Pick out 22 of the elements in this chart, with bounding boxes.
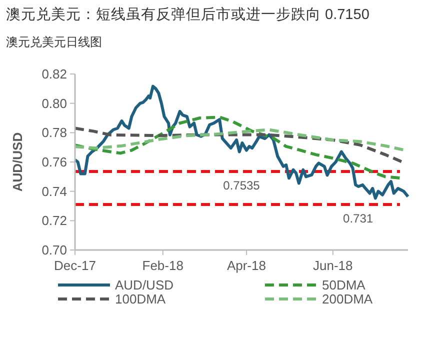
x-tick-label: Feb-18 bbox=[142, 258, 184, 273]
y-tick-label: 0.76 bbox=[42, 154, 67, 170]
legend-label: 100DMA bbox=[115, 292, 166, 307]
y-axis-title: AUD/USD bbox=[10, 132, 25, 192]
ref-line-label: 0.7535 bbox=[223, 178, 260, 193]
y-tick-label: 0.80 bbox=[42, 96, 67, 111]
legend-label: 50DMA bbox=[322, 278, 366, 293]
chart-subtitle: 澳元兑美元日线图 bbox=[6, 35, 102, 49]
line-series bbox=[74, 116, 402, 180]
legend-label: AUD/USD bbox=[115, 278, 174, 293]
ref-line-label: 0.731 bbox=[343, 212, 374, 226]
y-tick-label: 0.74 bbox=[42, 184, 67, 199]
chart-title: 澳元兑美元：短线虽有反弹但后市或进一步跌向 0.7150 bbox=[6, 6, 370, 23]
y-tick-label: 0.82 bbox=[42, 66, 67, 82]
x-tick-label: Jun-18 bbox=[313, 258, 353, 273]
line-series bbox=[74, 84, 410, 200]
x-tick-label: Dec-17 bbox=[54, 258, 96, 273]
y-tick-label: 0.72 bbox=[42, 213, 67, 228]
y-tick-label: 0.78 bbox=[42, 125, 67, 140]
legend-label: 200DMA bbox=[322, 292, 373, 307]
y-tick-label: 0.70 bbox=[42, 242, 67, 258]
x-tick-label: Apr-18 bbox=[226, 258, 266, 273]
